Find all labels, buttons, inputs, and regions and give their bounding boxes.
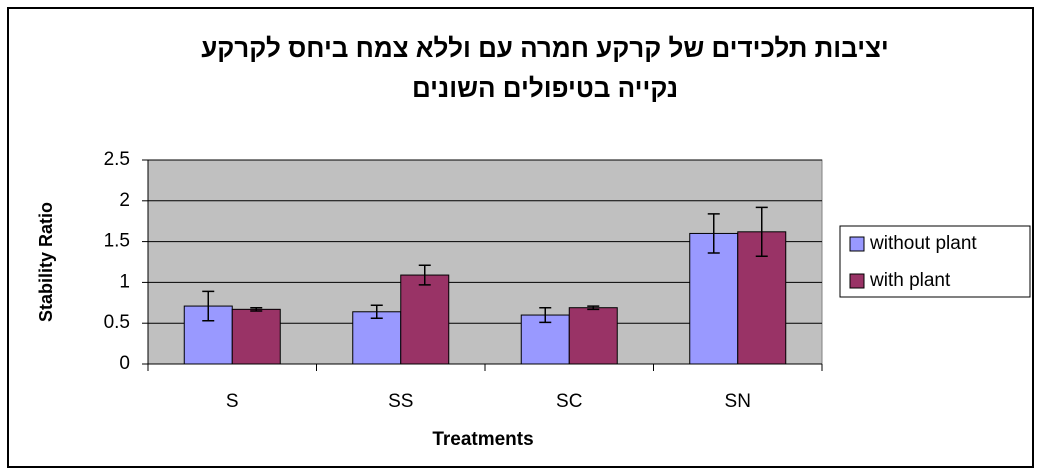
legend-swatch [849, 273, 865, 289]
y-tick-label: 2.5 [104, 149, 130, 170]
x-axis-label: Treatments [432, 429, 533, 450]
x-tick-label: SC [556, 391, 582, 412]
bar [568, 307, 618, 365]
error-bar [370, 304, 383, 320]
legend-swatch [849, 236, 865, 252]
y-axis-label: Stability Ratio [36, 202, 56, 322]
x-tick-label: SS [388, 391, 413, 412]
bar [400, 274, 450, 365]
chart-title: יציבות תלכידים של קרקע חמרה עם וללא צמח … [201, 33, 889, 63]
error-bar [587, 305, 600, 311]
bar [352, 311, 402, 365]
y-tick-label: 2 [119, 190, 130, 211]
error-bar [418, 264, 431, 286]
y-tick-label: 0 [119, 353, 130, 374]
error-bar [202, 290, 215, 322]
x-tick-label: S [226, 391, 239, 412]
bar [231, 308, 281, 365]
error-bar [707, 213, 720, 254]
error-bar [250, 306, 263, 312]
legend [839, 225, 1031, 298]
bar [689, 232, 739, 365]
y-tick-label: 1.5 [104, 231, 130, 252]
y-tick-label: 1 [119, 271, 130, 292]
chart-title: נקייה בטיפולים השונים [412, 73, 678, 103]
error-bar [755, 206, 768, 258]
x-tick-label: SN [725, 391, 751, 412]
error-bar [539, 306, 552, 324]
y-tick-label: 0.5 [104, 312, 130, 333]
legend-label: with plant [869, 270, 951, 291]
legend-label: without plant [869, 233, 977, 254]
